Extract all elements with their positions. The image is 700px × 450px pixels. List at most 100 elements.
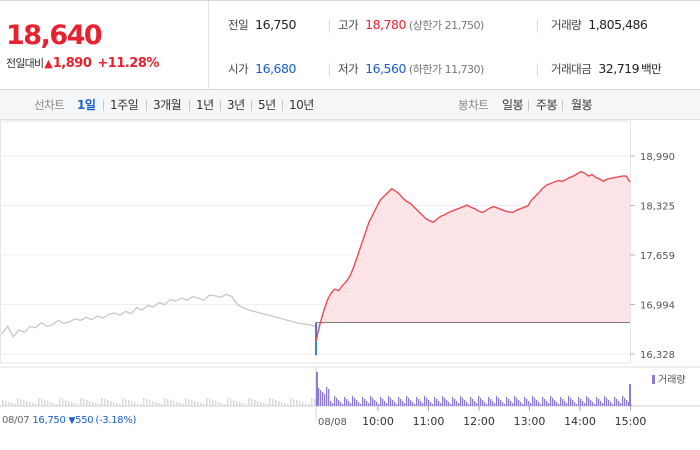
prev-day-line <box>1 293 317 338</box>
period-5y-button[interactable]: 5년 <box>258 98 276 112</box>
candle-monthly-button[interactable]: 월봉 <box>571 98 593 112</box>
volume-bar <box>161 404 163 406</box>
y-tick-label: 16,994 <box>640 301 675 312</box>
volume-item: 거래량 1,805,486 <box>551 17 648 33</box>
volume-bar <box>368 403 370 406</box>
volume-bar <box>110 401 112 406</box>
amount-unit: 백만 <box>641 62 662 76</box>
volume-bar <box>566 403 568 406</box>
volume-bar <box>602 403 604 406</box>
volume-bar <box>149 400 151 406</box>
divider <box>329 19 330 33</box>
y-tick-label: 16,328 <box>640 350 675 361</box>
volume-bar <box>468 404 470 406</box>
low-item: 저가 16,560 (하한가 11,730) <box>338 61 484 77</box>
x-date-today: 08/08 <box>318 417 347 428</box>
down-triangle-icon: ▼ <box>68 416 76 426</box>
volume-bar <box>620 403 622 406</box>
volume-bars <box>2 372 632 406</box>
period-1w-button[interactable]: 1주일 <box>110 98 139 112</box>
volume-bar <box>584 403 586 406</box>
volume-bar <box>152 401 154 406</box>
divider <box>537 19 538 33</box>
y-tick-label: 17,659 <box>640 251 675 262</box>
change-label: 전일대비 <box>6 57 44 70</box>
volume-bar <box>17 398 19 406</box>
y-tick-label: 18,990 <box>640 152 675 163</box>
volume-bar <box>332 403 334 406</box>
volume-legend: 거래량 <box>652 371 686 386</box>
volume-bar <box>134 402 136 406</box>
volume-bar <box>197 402 199 406</box>
volume-bar <box>478 396 480 406</box>
volume-bar <box>504 404 506 406</box>
volume-bar <box>356 400 358 406</box>
candle-chart-label: 봉차트 <box>458 98 489 112</box>
period-1d-button[interactable]: 1일 <box>77 98 96 112</box>
x-time-label: 14:00 <box>564 415 596 428</box>
period-1y-button[interactable]: 1년 <box>196 98 214 112</box>
x-time-label: 12:00 <box>463 415 495 428</box>
volume-label: 거래량 <box>551 18 582 32</box>
volume-bar <box>348 401 350 406</box>
volume-bar <box>426 398 428 406</box>
volume-bar <box>269 398 271 406</box>
volume-bar <box>26 401 28 406</box>
volume-bar <box>514 396 516 406</box>
volume-bar <box>376 402 378 406</box>
volume-bar <box>296 400 298 406</box>
volume-bar <box>239 402 241 406</box>
volume-bar <box>352 396 354 406</box>
x-time-label: 15:00 <box>615 415 647 428</box>
volume-bar <box>442 396 444 406</box>
divider <box>562 100 563 111</box>
high-item: 고가 18,780 (상한가 21,750) <box>338 17 484 33</box>
volume-bar <box>224 404 226 406</box>
volume-bar <box>47 401 49 406</box>
candle-weekly-button[interactable]: 주봉 <box>536 98 558 112</box>
volume-bar <box>140 404 142 406</box>
volume-bar <box>128 400 130 406</box>
divider <box>103 100 104 111</box>
volume-bar <box>378 404 380 406</box>
volume-bar <box>324 394 326 406</box>
volume-bar <box>624 398 626 406</box>
open-value: 16,680 <box>255 61 296 76</box>
volume-bar <box>233 400 235 406</box>
volume-bar <box>215 401 217 406</box>
today-price-line <box>315 170 631 342</box>
volume-bar <box>320 390 322 406</box>
candle-daily-button[interactable]: 일봉 <box>502 98 524 112</box>
volume-bar <box>194 401 196 406</box>
period-3y-button[interactable]: 3년 <box>227 98 245 112</box>
volume-bar <box>299 401 301 406</box>
volume-bar <box>281 402 283 406</box>
volume-bar <box>552 398 554 406</box>
volume-bar <box>614 397 616 406</box>
change-amount: 1,890 <box>52 56 92 71</box>
period-3m-button[interactable]: 3개월 <box>153 98 182 112</box>
volume-bar <box>498 398 500 406</box>
volume-bar <box>358 402 360 406</box>
volume-bar <box>308 404 310 406</box>
price-chart[interactable]: 18,990 18,325 17,659 16,994 16,328 08/08 10:0… <box>0 120 700 450</box>
divider <box>251 100 252 111</box>
volume-bar <box>41 399 43 406</box>
volume-bar <box>520 402 522 406</box>
volume-bar <box>492 401 494 406</box>
volume-bar <box>326 387 328 406</box>
volume-bar <box>422 403 424 406</box>
volume-bar <box>452 397 454 406</box>
period-10y-button[interactable]: 10년 <box>289 98 314 112</box>
volume-bar <box>582 401 584 406</box>
volume-bar <box>122 398 124 406</box>
volume-bar <box>574 402 576 406</box>
volume-bar <box>74 403 76 406</box>
volume-bar <box>408 398 410 406</box>
volume-bar <box>432 404 434 406</box>
volume-bar <box>164 398 166 406</box>
volume-bar <box>462 398 464 406</box>
volume-bar <box>396 404 398 406</box>
volume-bar <box>506 397 508 406</box>
volume-bar <box>116 403 118 406</box>
